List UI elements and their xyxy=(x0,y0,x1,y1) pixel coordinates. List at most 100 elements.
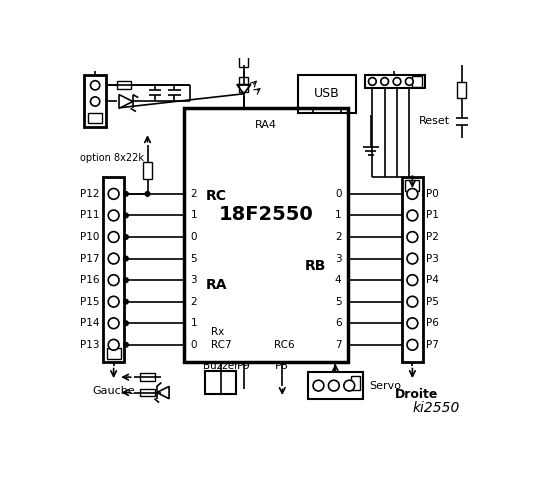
Circle shape xyxy=(328,380,339,391)
Bar xyxy=(405,180,419,191)
Text: P5: P5 xyxy=(426,297,439,307)
Bar xyxy=(413,76,421,87)
Bar xyxy=(185,108,348,362)
Circle shape xyxy=(124,192,128,196)
Text: 2: 2 xyxy=(191,189,197,199)
Text: RA: RA xyxy=(206,278,227,292)
Text: 2: 2 xyxy=(191,297,197,307)
Text: P8: P8 xyxy=(275,360,289,371)
Text: 5: 5 xyxy=(191,253,197,264)
Circle shape xyxy=(124,256,128,261)
Text: 2: 2 xyxy=(335,232,342,242)
Text: P17: P17 xyxy=(80,253,100,264)
Text: option 8x22k: option 8x22k xyxy=(80,153,144,163)
Circle shape xyxy=(407,210,418,221)
Bar xyxy=(140,389,155,396)
Text: 7: 7 xyxy=(335,340,342,350)
Circle shape xyxy=(407,232,418,242)
Circle shape xyxy=(124,235,128,240)
Text: Servo: Servo xyxy=(369,381,401,391)
Bar xyxy=(457,82,466,97)
Circle shape xyxy=(407,339,418,350)
Text: Gauche: Gauche xyxy=(92,386,135,396)
Text: P14: P14 xyxy=(80,318,100,328)
Circle shape xyxy=(108,318,119,329)
Circle shape xyxy=(407,296,418,307)
Text: P3: P3 xyxy=(426,253,439,264)
Text: 3: 3 xyxy=(191,275,197,285)
Bar xyxy=(307,372,363,399)
Bar xyxy=(401,177,423,362)
Circle shape xyxy=(108,210,119,221)
Text: 0: 0 xyxy=(191,340,197,350)
Circle shape xyxy=(124,213,128,218)
Circle shape xyxy=(393,78,401,85)
Text: P1: P1 xyxy=(426,210,439,220)
Circle shape xyxy=(124,343,128,347)
Circle shape xyxy=(91,97,100,106)
Text: P0: P0 xyxy=(426,189,439,199)
Text: P7: P7 xyxy=(426,340,439,350)
Text: ki2550: ki2550 xyxy=(413,401,460,415)
Text: 1: 1 xyxy=(335,210,342,220)
Circle shape xyxy=(108,275,119,286)
Text: 0: 0 xyxy=(335,189,342,199)
Circle shape xyxy=(91,81,100,90)
Bar xyxy=(239,77,248,92)
Circle shape xyxy=(381,78,389,85)
Circle shape xyxy=(344,380,354,391)
Bar xyxy=(107,348,121,359)
Text: RA4: RA4 xyxy=(255,120,277,130)
Text: P13: P13 xyxy=(80,340,100,350)
Circle shape xyxy=(108,296,119,307)
Text: P12: P12 xyxy=(80,189,100,199)
Bar xyxy=(88,113,102,123)
Text: RC: RC xyxy=(206,189,227,203)
Text: Rx: Rx xyxy=(211,327,225,337)
Bar xyxy=(364,74,425,88)
Bar xyxy=(239,51,248,67)
Bar xyxy=(205,371,236,394)
Text: P2: P2 xyxy=(426,232,439,242)
Text: 0: 0 xyxy=(191,232,197,242)
Circle shape xyxy=(108,339,119,350)
Text: P16: P16 xyxy=(80,275,100,285)
Text: P11: P11 xyxy=(80,210,100,220)
Text: 6: 6 xyxy=(335,318,342,328)
Text: USB: USB xyxy=(314,87,340,100)
Text: Buzzer: Buzzer xyxy=(203,360,238,371)
Text: 1: 1 xyxy=(191,318,197,328)
Text: 18F2550: 18F2550 xyxy=(219,205,314,224)
Text: P10: P10 xyxy=(80,232,100,242)
Text: P15: P15 xyxy=(80,297,100,307)
Circle shape xyxy=(313,380,324,391)
Text: RB: RB xyxy=(305,259,326,273)
Circle shape xyxy=(108,189,119,199)
Circle shape xyxy=(407,189,418,199)
Circle shape xyxy=(124,300,128,304)
Circle shape xyxy=(407,275,418,286)
Circle shape xyxy=(145,192,150,196)
Text: 3: 3 xyxy=(335,253,342,264)
Circle shape xyxy=(405,78,413,85)
Circle shape xyxy=(124,278,128,282)
Text: P9: P9 xyxy=(237,360,251,371)
Circle shape xyxy=(108,232,119,242)
Text: P6: P6 xyxy=(426,318,439,328)
Text: 5: 5 xyxy=(335,297,342,307)
Bar xyxy=(143,162,152,179)
Bar xyxy=(103,177,124,362)
Bar xyxy=(117,82,132,89)
Bar xyxy=(85,74,106,127)
Bar xyxy=(298,74,356,113)
Circle shape xyxy=(108,253,119,264)
Circle shape xyxy=(124,321,128,325)
Circle shape xyxy=(407,318,418,329)
Circle shape xyxy=(368,78,376,85)
Text: 1: 1 xyxy=(191,210,197,220)
Text: RC7: RC7 xyxy=(211,340,232,350)
Bar xyxy=(140,373,155,381)
Circle shape xyxy=(407,253,418,264)
Text: Reset: Reset xyxy=(419,116,451,126)
Text: Droite: Droite xyxy=(394,387,438,401)
